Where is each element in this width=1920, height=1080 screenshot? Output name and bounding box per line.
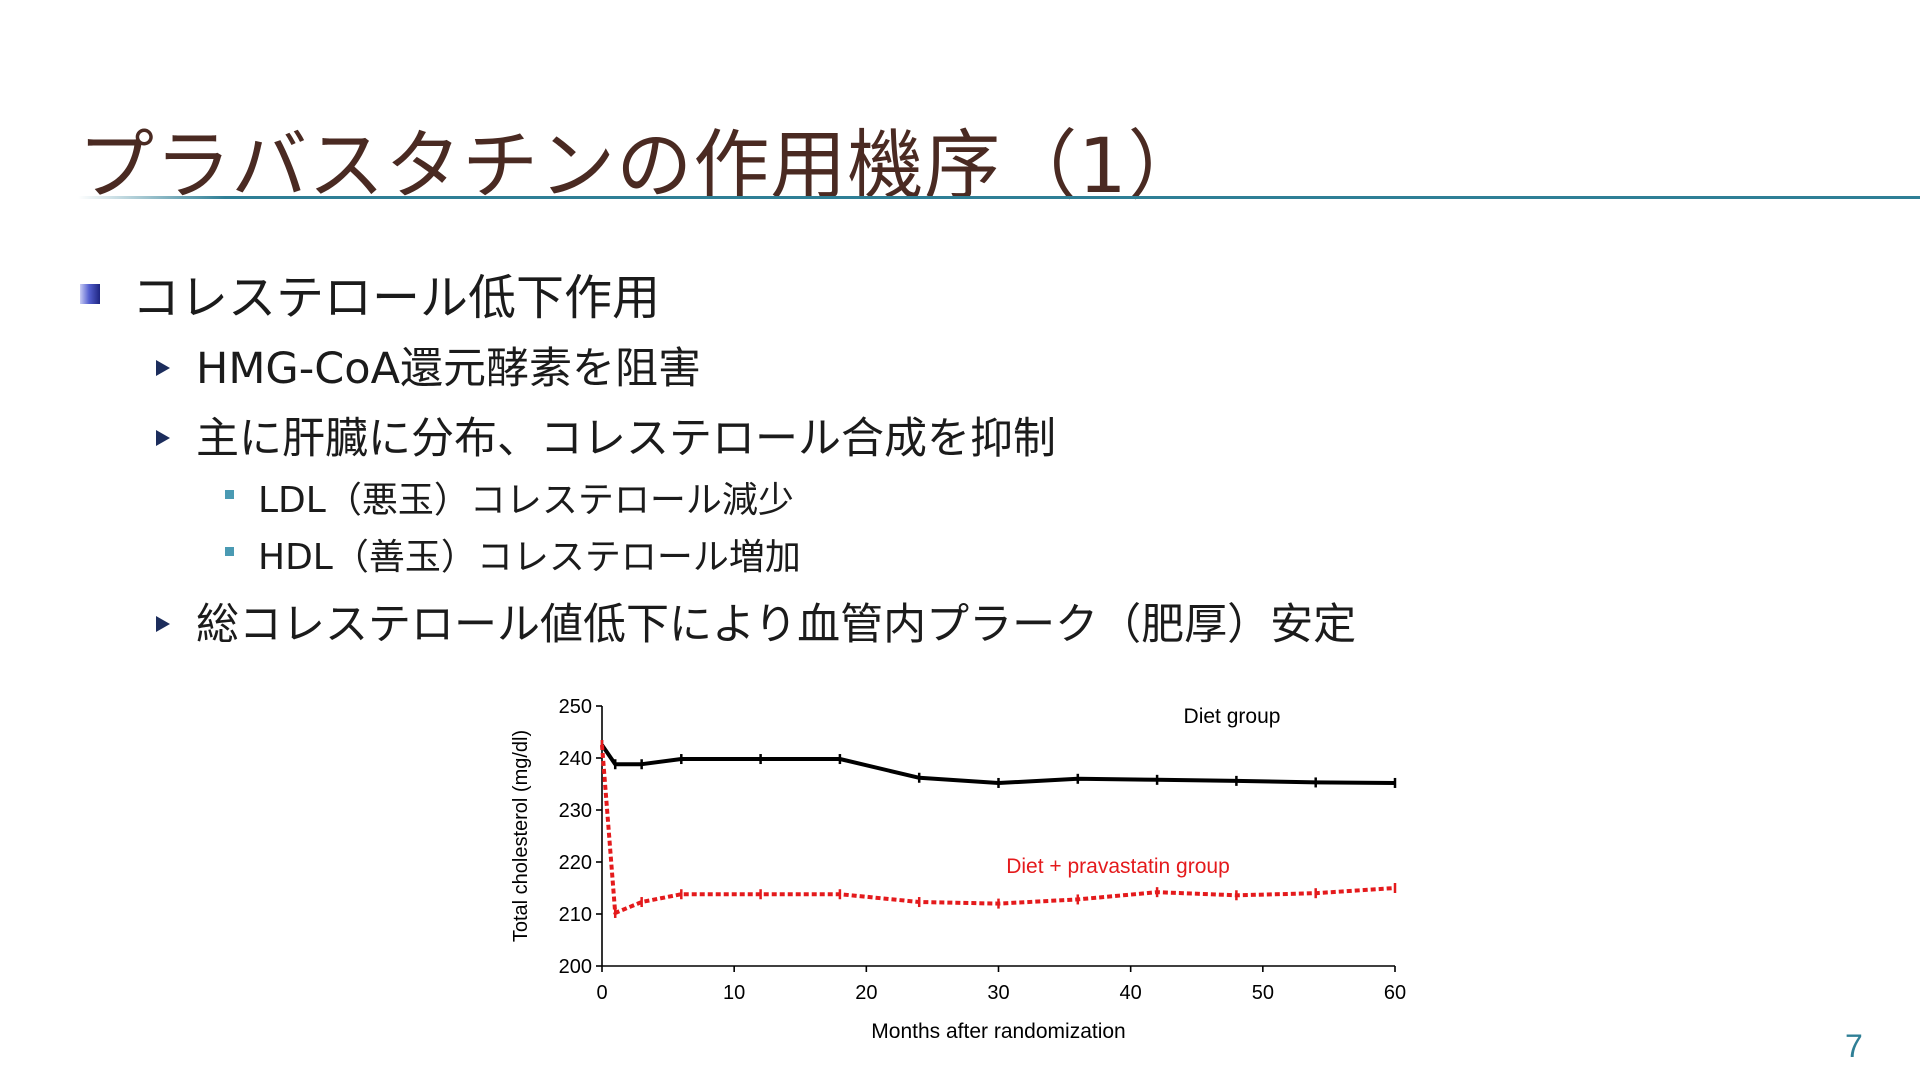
- y-axis-title: Total cholesterol (mg/dl): [510, 730, 532, 942]
- cholesterol-line-chart: 200 210 220 230 240 250 0 10 20 30 40 50 60 Diet gro…: [510, 696, 1407, 1043]
- bullet-ldl-decrease: LDL（悪玉）コレステロール減少: [258, 480, 794, 521]
- x-axis-title: Months after randomization: [871, 1020, 1125, 1043]
- level3-bullet-marker: [225, 547, 234, 556]
- y-tick-label: 210: [559, 904, 592, 926]
- bullet-list: コレステロール低下作用 HMG-CoA還元酵素を阻害 主に肝臓に分布、コレステロ…: [80, 270, 1357, 650]
- x-tick-label: 60: [1384, 982, 1406, 1004]
- x-tick-label: 0: [596, 982, 607, 1004]
- legend-pravastatin-group: Diet + pravastatin group: [1006, 855, 1230, 878]
- bullet-cholesterol-lowering: コレステロール低下作用: [132, 270, 661, 326]
- chart-labels: Diet group Diet + pravastatin group Months…: [510, 705, 1280, 1043]
- level2-bullet-marker: [156, 360, 170, 376]
- level2-bullet-marker: [156, 430, 170, 446]
- level3-bullet-marker: [225, 490, 234, 499]
- y-tick-label: 230: [559, 800, 592, 822]
- chart-ticks: 200 210 220 230 240 250 0 10 20 30 40 50 60: [559, 696, 1407, 1004]
- y-tick-label: 220: [559, 852, 592, 874]
- slide-title: プラバスタチンの作用機序（1）: [78, 121, 1205, 210]
- title-underline: [78, 196, 1920, 199]
- x-tick-label: 10: [723, 982, 745, 1004]
- pravastatin-group-line: [600, 744, 1396, 915]
- bullet-hmg-coa: HMG-CoA還元酵素を阻害: [196, 344, 702, 394]
- bullet-plaque-stabilization: 総コレステロール値低下により血管内プラーク（肥厚）安定: [196, 600, 1357, 650]
- legend-diet-group: Diet group: [1184, 705, 1281, 728]
- x-tick-label: 40: [1120, 982, 1142, 1004]
- x-tick-label: 50: [1252, 982, 1274, 1004]
- page-number: 7: [1845, 1028, 1863, 1064]
- x-tick-label: 30: [987, 982, 1009, 1004]
- y-tick-label: 200: [559, 956, 592, 978]
- x-tick-label: 20: [855, 982, 877, 1004]
- bullet-liver-distribution: 主に肝臓に分布、コレステロール合成を抑制: [196, 414, 1056, 464]
- level1-bullet-marker: [80, 284, 100, 304]
- chart-series: [600, 740, 1397, 918]
- bullet-hdl-increase: HDL（善玉）コレステロール増加: [258, 537, 801, 578]
- level2-bullet-marker: [156, 616, 170, 632]
- y-tick-label: 250: [559, 696, 592, 718]
- diet-group-line: [600, 743, 1396, 785]
- chart-axes: [601, 706, 1395, 967]
- y-tick-label: 240: [559, 748, 592, 770]
